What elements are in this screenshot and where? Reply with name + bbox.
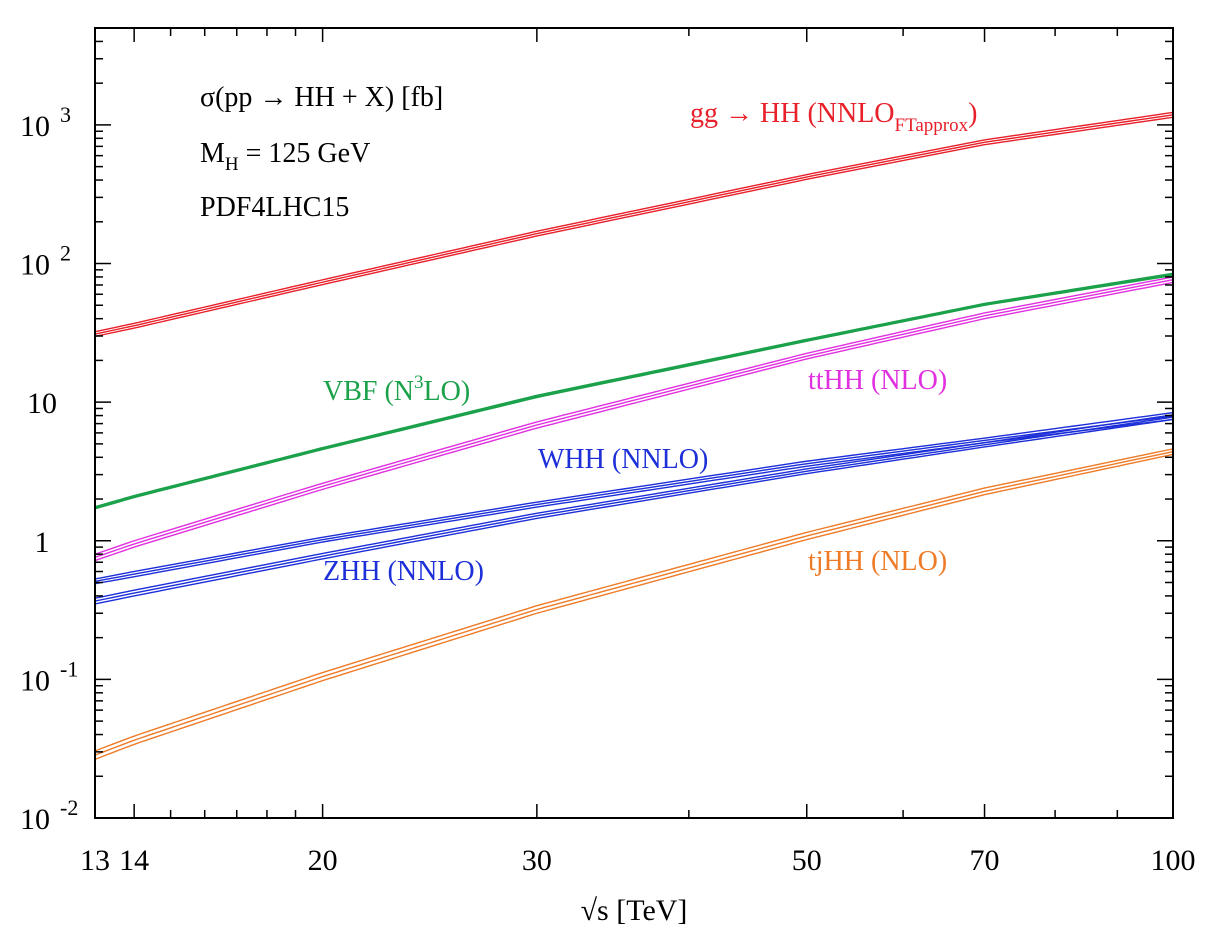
ticks-layer: [94, 27, 1174, 819]
mass-subscript: H: [225, 154, 239, 175]
x-tick-label: 14: [119, 844, 149, 877]
series-label-tjhh: tjHH (NLO): [808, 546, 947, 577]
y-tick-base: 10: [20, 249, 50, 282]
series-label-gg-hh: gg → HH (NNLOFTapprox): [690, 98, 977, 136]
series-3-central-line: [95, 415, 1173, 583]
series-2: [95, 276, 1173, 562]
series-5: [95, 448, 1173, 760]
x-tick-label: 50: [792, 844, 822, 877]
series-layer: [95, 111, 1173, 760]
series-label-vbf: VBF (N3LO): [323, 372, 470, 407]
series-0-upper-line: [95, 111, 1173, 333]
series-1-lower-line: [95, 274, 1173, 510]
x-axis-title: √s [TeV]: [581, 894, 688, 927]
y-tick-base: 10: [20, 110, 50, 143]
mass-symbol: M: [200, 138, 225, 169]
series-3-upper-line: [95, 411, 1173, 580]
series-label-tthh: ttHH (NLO): [808, 365, 947, 396]
series-5-lower-line: [95, 453, 1173, 760]
series-2-upper-line: [95, 276, 1173, 555]
series-2-central-line: [95, 279, 1173, 559]
tick-labels-layer: 13 14 20 30 50 70 100 10 -2 10 -1 1 10 10 2 10 3: [20, 102, 1196, 877]
x-tick-label: 100: [1151, 844, 1196, 877]
series-4-upper-line: [95, 414, 1173, 599]
series-4: [95, 414, 1173, 605]
series-5-central-line: [95, 450, 1173, 756]
process-annotation: σ(pp → HH + X) [fb]: [200, 82, 443, 113]
mass-value: = 125 GeV: [239, 138, 371, 169]
series-labels: gg → HH (NNLOFTapprox) VBF (N3LO) ttHH (…: [323, 98, 977, 587]
series-label-zhh: ZHH (NNLO): [323, 556, 484, 587]
y-tick-base: 1: [35, 526, 50, 559]
y-tick-exponent: -2: [60, 795, 78, 820]
x-tick-label: 20: [308, 844, 338, 877]
series-2-lower-line: [95, 281, 1173, 562]
pdf-annotation: PDF4LHC15: [200, 192, 349, 223]
series-0-central-line: [95, 114, 1173, 335]
x-tick-label: 30: [522, 844, 552, 877]
y-tick-label: 10: [27, 387, 57, 420]
series-4-central-line: [95, 416, 1173, 602]
y-tick-base: 10: [27, 387, 57, 420]
series-5-upper-line: [95, 448, 1173, 752]
series-0-lower-line: [95, 116, 1173, 338]
series-1-central-line: [95, 273, 1173, 509]
info-box: σ(pp → HH + X) [fb] MH = 125 GeV PDF4LHC…: [200, 82, 443, 223]
y-tick-exponent: 3: [60, 102, 71, 127]
series-label-whh: WHH (NNLO): [538, 444, 708, 475]
y-tick-exponent: -1: [60, 656, 78, 681]
y-tick-label: 10 2: [20, 241, 71, 282]
y-tick-label: 1: [35, 526, 50, 559]
series-1: [95, 272, 1173, 510]
x-tick-label: 13: [80, 844, 110, 877]
series-1-upper-line: [95, 272, 1173, 508]
y-tick-exponent: 2: [60, 241, 71, 266]
y-tick-base: 10: [20, 664, 50, 697]
x-tick-label: 70: [970, 844, 1000, 877]
y-tick-label: 10 -1: [20, 656, 78, 697]
series-0: [95, 111, 1173, 338]
y-tick-label: 10 -2: [20, 795, 78, 836]
y-tick-label: 10 3: [20, 102, 71, 143]
mass-annotation: MH = 125 GeV: [200, 138, 370, 175]
series-4-lower-line: [95, 418, 1173, 605]
y-tick-base: 10: [20, 803, 50, 836]
